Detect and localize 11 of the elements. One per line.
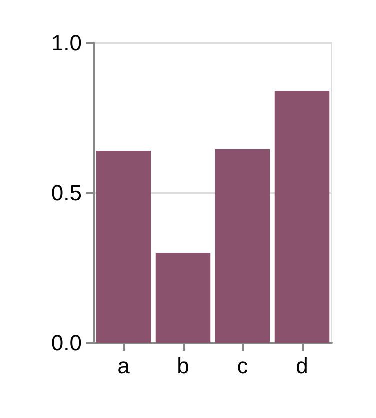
y-tick-label: 0.0: [51, 330, 82, 356]
bar: [274, 91, 330, 343]
bar: [96, 151, 152, 343]
bar: [215, 150, 270, 343]
x-tick-label: c: [237, 354, 248, 378]
y-tick-label: 1.0: [51, 30, 82, 56]
x-tick-label: d: [296, 354, 308, 378]
x-tick-label: b: [177, 354, 190, 378]
x-tick-label: a: [118, 354, 131, 378]
bar: [156, 253, 211, 343]
y-tick-label: 0.5: [51, 180, 82, 206]
